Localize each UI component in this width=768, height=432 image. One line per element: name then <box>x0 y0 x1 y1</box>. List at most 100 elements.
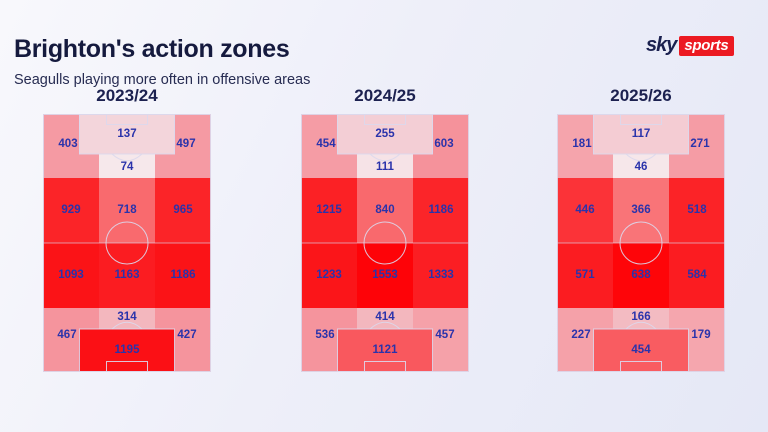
zone-top-penalty-box <box>79 114 175 154</box>
zone-value: 1215 <box>316 204 342 216</box>
zone-value: 454 <box>631 344 651 356</box>
zone-value: 314 <box>117 311 137 323</box>
zone-bottom-box-edge <box>99 308 155 329</box>
zone-top-box-edge <box>99 154 155 178</box>
zone-upper-right <box>669 178 725 243</box>
zone-lower-centre <box>99 243 155 308</box>
zone-top-box-edge <box>613 154 669 178</box>
zone-value: 1195 <box>114 344 140 356</box>
zone-value: 584 <box>687 269 707 281</box>
centre-circle-line <box>105 221 149 265</box>
goal-area-bottom-line <box>620 361 662 372</box>
zone-value: 840 <box>375 204 395 216</box>
goal-area-top-line <box>106 114 148 125</box>
action-zone-heatmap: 403 137 497 74 929 718 965 1093 1163 118… <box>43 114 211 372</box>
zone-value: 1186 <box>170 269 196 281</box>
zone-upper-right <box>413 178 469 243</box>
season-label: 2024/25 <box>354 86 416 105</box>
zone-value: 1186 <box>428 204 454 216</box>
zone-value: 446 <box>575 204 595 216</box>
zone-value: 255 <box>375 128 395 140</box>
zone-value: 1333 <box>428 269 454 281</box>
zone-lower-right <box>155 243 211 308</box>
zone-upper-centre <box>357 178 413 243</box>
pitch-panel-2024-25: 2024/25 454 255 603 111 1215 8 <box>301 86 469 376</box>
goal-area-top-line <box>364 114 406 125</box>
zone-value: 497 <box>176 138 196 150</box>
goal-area-bottom-line <box>364 361 406 372</box>
zone-value: 111 <box>376 161 394 173</box>
zone-value: 227 <box>571 329 591 341</box>
zone-value: 518 <box>687 204 707 216</box>
zone-value: 1233 <box>316 269 342 281</box>
pitch-markings <box>301 114 469 372</box>
zone-value: 414 <box>375 311 395 323</box>
zone-value: 137 <box>117 128 137 140</box>
goal-area-top-line <box>620 114 662 125</box>
zone-lower-right <box>413 243 469 308</box>
sky-logo-text: sky <box>646 34 677 56</box>
zone-lower-left <box>43 243 99 308</box>
season-label: 2025/26 <box>610 86 672 105</box>
zone-value: 74 <box>120 161 134 173</box>
zone-value: 454 <box>316 138 336 150</box>
zone-upper-left <box>43 178 99 243</box>
zone-value: 179 <box>691 329 711 341</box>
zone-value: 46 <box>634 161 648 173</box>
pitch-markings <box>557 114 725 372</box>
zone-bottom-box-edge <box>613 308 669 329</box>
zone-bottom-penalty-box <box>79 329 175 372</box>
zone-value: 1121 <box>372 344 398 356</box>
penalty-arc-top-line <box>111 153 143 162</box>
page-subtitle: Seagulls playing more often in offensive… <box>14 71 311 88</box>
zone-top-box-edge <box>357 154 413 178</box>
zone-value: 1093 <box>58 269 84 281</box>
penalty-arc-top-line <box>369 153 401 162</box>
zone-lower-left <box>301 243 357 308</box>
sports-logo-badge: sports <box>679 35 735 56</box>
zone-value: 117 <box>631 128 651 140</box>
zone-value: 457 <box>435 329 455 341</box>
zone-bottom-box-edge <box>357 308 413 329</box>
zone-value: 929 <box>61 204 81 216</box>
zone-value: 166 <box>631 311 651 323</box>
goal-area-bottom-line <box>106 361 148 372</box>
pitch-panel-2023-24: 2023/24 403 137 497 74 929 718 <box>43 86 211 376</box>
zone-value: 181 <box>572 138 592 150</box>
penalty-arc-bottom-line <box>111 321 143 330</box>
zone-value: 1553 <box>372 269 398 281</box>
zone-value: 571 <box>575 269 595 281</box>
zone-value: 965 <box>173 204 193 216</box>
zone-value: 366 <box>631 204 651 216</box>
zone-lower-left <box>557 243 613 308</box>
zone-top-penalty-box <box>593 114 689 154</box>
zone-bottom-penalty-box <box>593 329 689 372</box>
zone-lower-right <box>669 243 725 308</box>
sky-sports-logo: sky sports <box>646 34 735 57</box>
zone-value: 536 <box>315 329 335 341</box>
zone-upper-centre <box>613 178 669 243</box>
pitch-markings <box>43 114 211 372</box>
zone-value: 638 <box>631 269 651 281</box>
centre-circle-line <box>363 221 407 265</box>
zone-value: 718 <box>117 204 137 216</box>
zone-value: 467 <box>57 329 77 341</box>
page-title: Brighton's action zones <box>14 34 290 63</box>
penalty-arc-bottom-line <box>369 321 401 330</box>
penalty-arc-top-line <box>625 153 657 162</box>
zone-upper-right <box>155 178 211 243</box>
centre-circle-line <box>619 221 663 265</box>
zone-value: 271 <box>690 138 710 150</box>
zone-top-penalty-box <box>337 114 433 154</box>
action-zone-heatmap: 454 255 603 111 1215 840 1186 1233 1553 … <box>301 114 469 372</box>
zone-value: 1163 <box>114 269 140 281</box>
penalty-arc-bottom-line <box>625 321 657 330</box>
pitch-panel-2025-26: 2025/26 181 117 271 46 446 366 <box>557 86 725 376</box>
zone-value: 403 <box>58 138 78 150</box>
zone-lower-centre <box>357 243 413 308</box>
season-label: 2023/24 <box>96 86 158 105</box>
action-zone-heatmap: 181 117 271 46 446 366 518 571 638 584 2… <box>557 114 725 372</box>
zone-lower-centre <box>613 243 669 308</box>
zone-upper-left <box>301 178 357 243</box>
zone-bottom-penalty-box <box>337 329 433 372</box>
